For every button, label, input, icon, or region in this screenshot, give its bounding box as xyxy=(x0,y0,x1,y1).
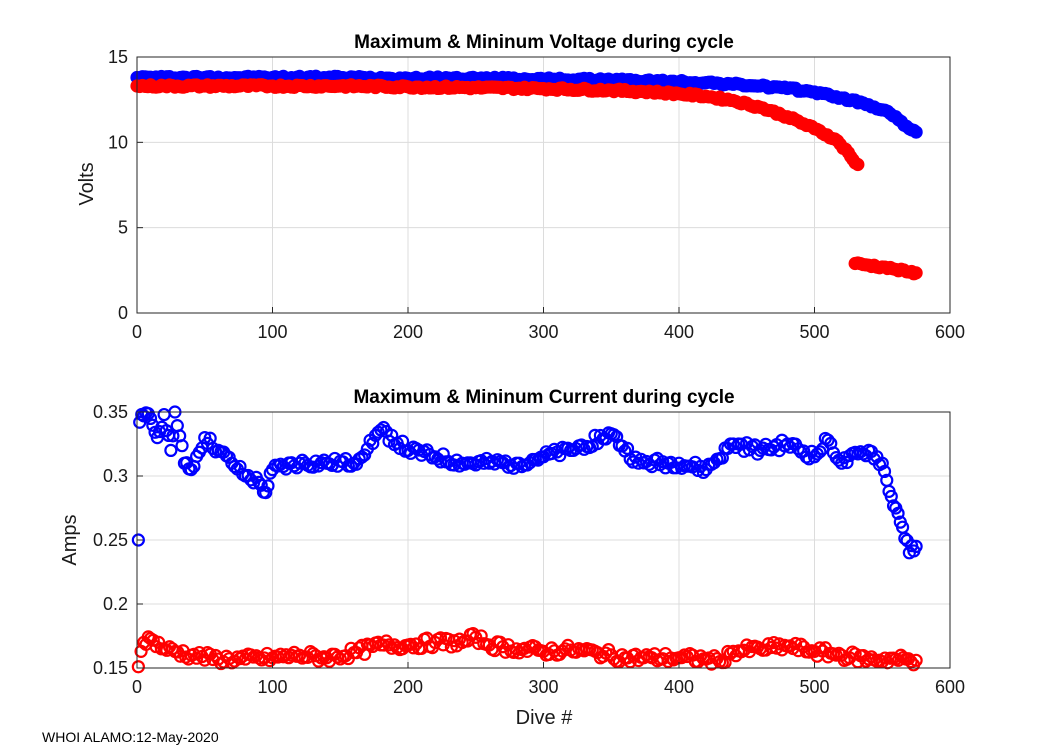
data-point xyxy=(909,653,923,667)
data-point xyxy=(131,660,145,674)
data-point xyxy=(366,436,380,451)
data-point xyxy=(898,531,912,545)
data-point xyxy=(184,463,198,477)
current-series-max xyxy=(131,405,923,560)
voltage-series-min xyxy=(130,78,923,281)
data-point xyxy=(276,650,290,664)
current-x-tick-label: 0 xyxy=(132,677,142,697)
data-point xyxy=(358,448,372,462)
data-point xyxy=(175,439,189,453)
data-point xyxy=(157,407,171,422)
voltage-y-tick-label: 10 xyxy=(108,132,128,152)
current-x-tick-label: 500 xyxy=(799,677,829,697)
voltage-y-tick-label: 15 xyxy=(108,47,128,67)
voltage-x-tick-label: 200 xyxy=(393,322,423,342)
current-x-tick-label: 600 xyxy=(935,677,965,697)
data-point xyxy=(788,636,803,651)
data-point xyxy=(164,443,178,457)
data-point xyxy=(433,631,448,645)
data-point xyxy=(227,459,242,474)
current-x-tick-label: 400 xyxy=(664,677,694,697)
data-point xyxy=(877,464,892,479)
data-point xyxy=(244,648,258,662)
voltage-x-tick-label: 0 xyxy=(132,322,142,342)
data-point xyxy=(444,640,458,654)
current-x-axis-label: Dive # xyxy=(516,707,574,729)
voltage-x-tick-label: 100 xyxy=(257,322,287,342)
data-point xyxy=(851,157,865,172)
current-y-tick-label: 0.25 xyxy=(93,530,128,550)
current-y-tick-label: 0.3 xyxy=(103,466,128,486)
voltage-y-tick-label: 5 xyxy=(118,218,128,238)
voltage-x-tick-label: 600 xyxy=(935,322,965,342)
voltage-x-tick-label: 500 xyxy=(799,322,829,342)
voltage-chart-title: Maximum & Mininum Voltage during cycle xyxy=(354,32,734,53)
data-point xyxy=(909,266,923,280)
footer-credit: WHOI ALAMO:12-May-2020 xyxy=(42,729,219,745)
data-point xyxy=(813,445,827,459)
current-series-min xyxy=(131,626,923,674)
voltage-x-tick-label: 300 xyxy=(528,322,558,342)
current-x-tick-label: 300 xyxy=(528,677,558,697)
data-point xyxy=(813,641,827,655)
data-point xyxy=(875,456,889,470)
current-y-tick-label: 0.15 xyxy=(93,658,128,678)
current-y-tick-label: 0.2 xyxy=(103,594,128,614)
data-point xyxy=(821,433,835,447)
data-point xyxy=(780,437,795,451)
data-point xyxy=(610,430,624,444)
data-point xyxy=(909,125,923,139)
data-point xyxy=(261,479,275,493)
voltage-x-tick-label: 400 xyxy=(664,322,694,342)
data-point xyxy=(891,506,905,520)
current-x-tick-label: 100 xyxy=(257,677,287,697)
data-point xyxy=(374,423,388,437)
current-y-tick-label: 0.35 xyxy=(93,402,128,422)
data-point xyxy=(143,411,158,425)
data-point xyxy=(909,539,923,554)
voltage-y-axis-label: Volts xyxy=(76,162,98,205)
current-panel: Maximum & Mininum Current during cycle A… xyxy=(59,387,965,729)
data-point xyxy=(233,459,247,474)
current-y-axis-label: Amps xyxy=(59,514,81,565)
data-point xyxy=(637,651,651,665)
data-point xyxy=(131,533,145,547)
voltage-y-tick-label: 0 xyxy=(118,303,128,323)
data-point xyxy=(656,455,670,469)
voltage-panel: Maximum & Mininum Voltage during cycle V… xyxy=(76,32,965,342)
data-point xyxy=(259,486,273,500)
current-x-tick-label: 200 xyxy=(393,677,423,697)
current-chart-title: Maximum & Mininum Current during cycle xyxy=(353,387,734,408)
data-point xyxy=(469,630,483,644)
